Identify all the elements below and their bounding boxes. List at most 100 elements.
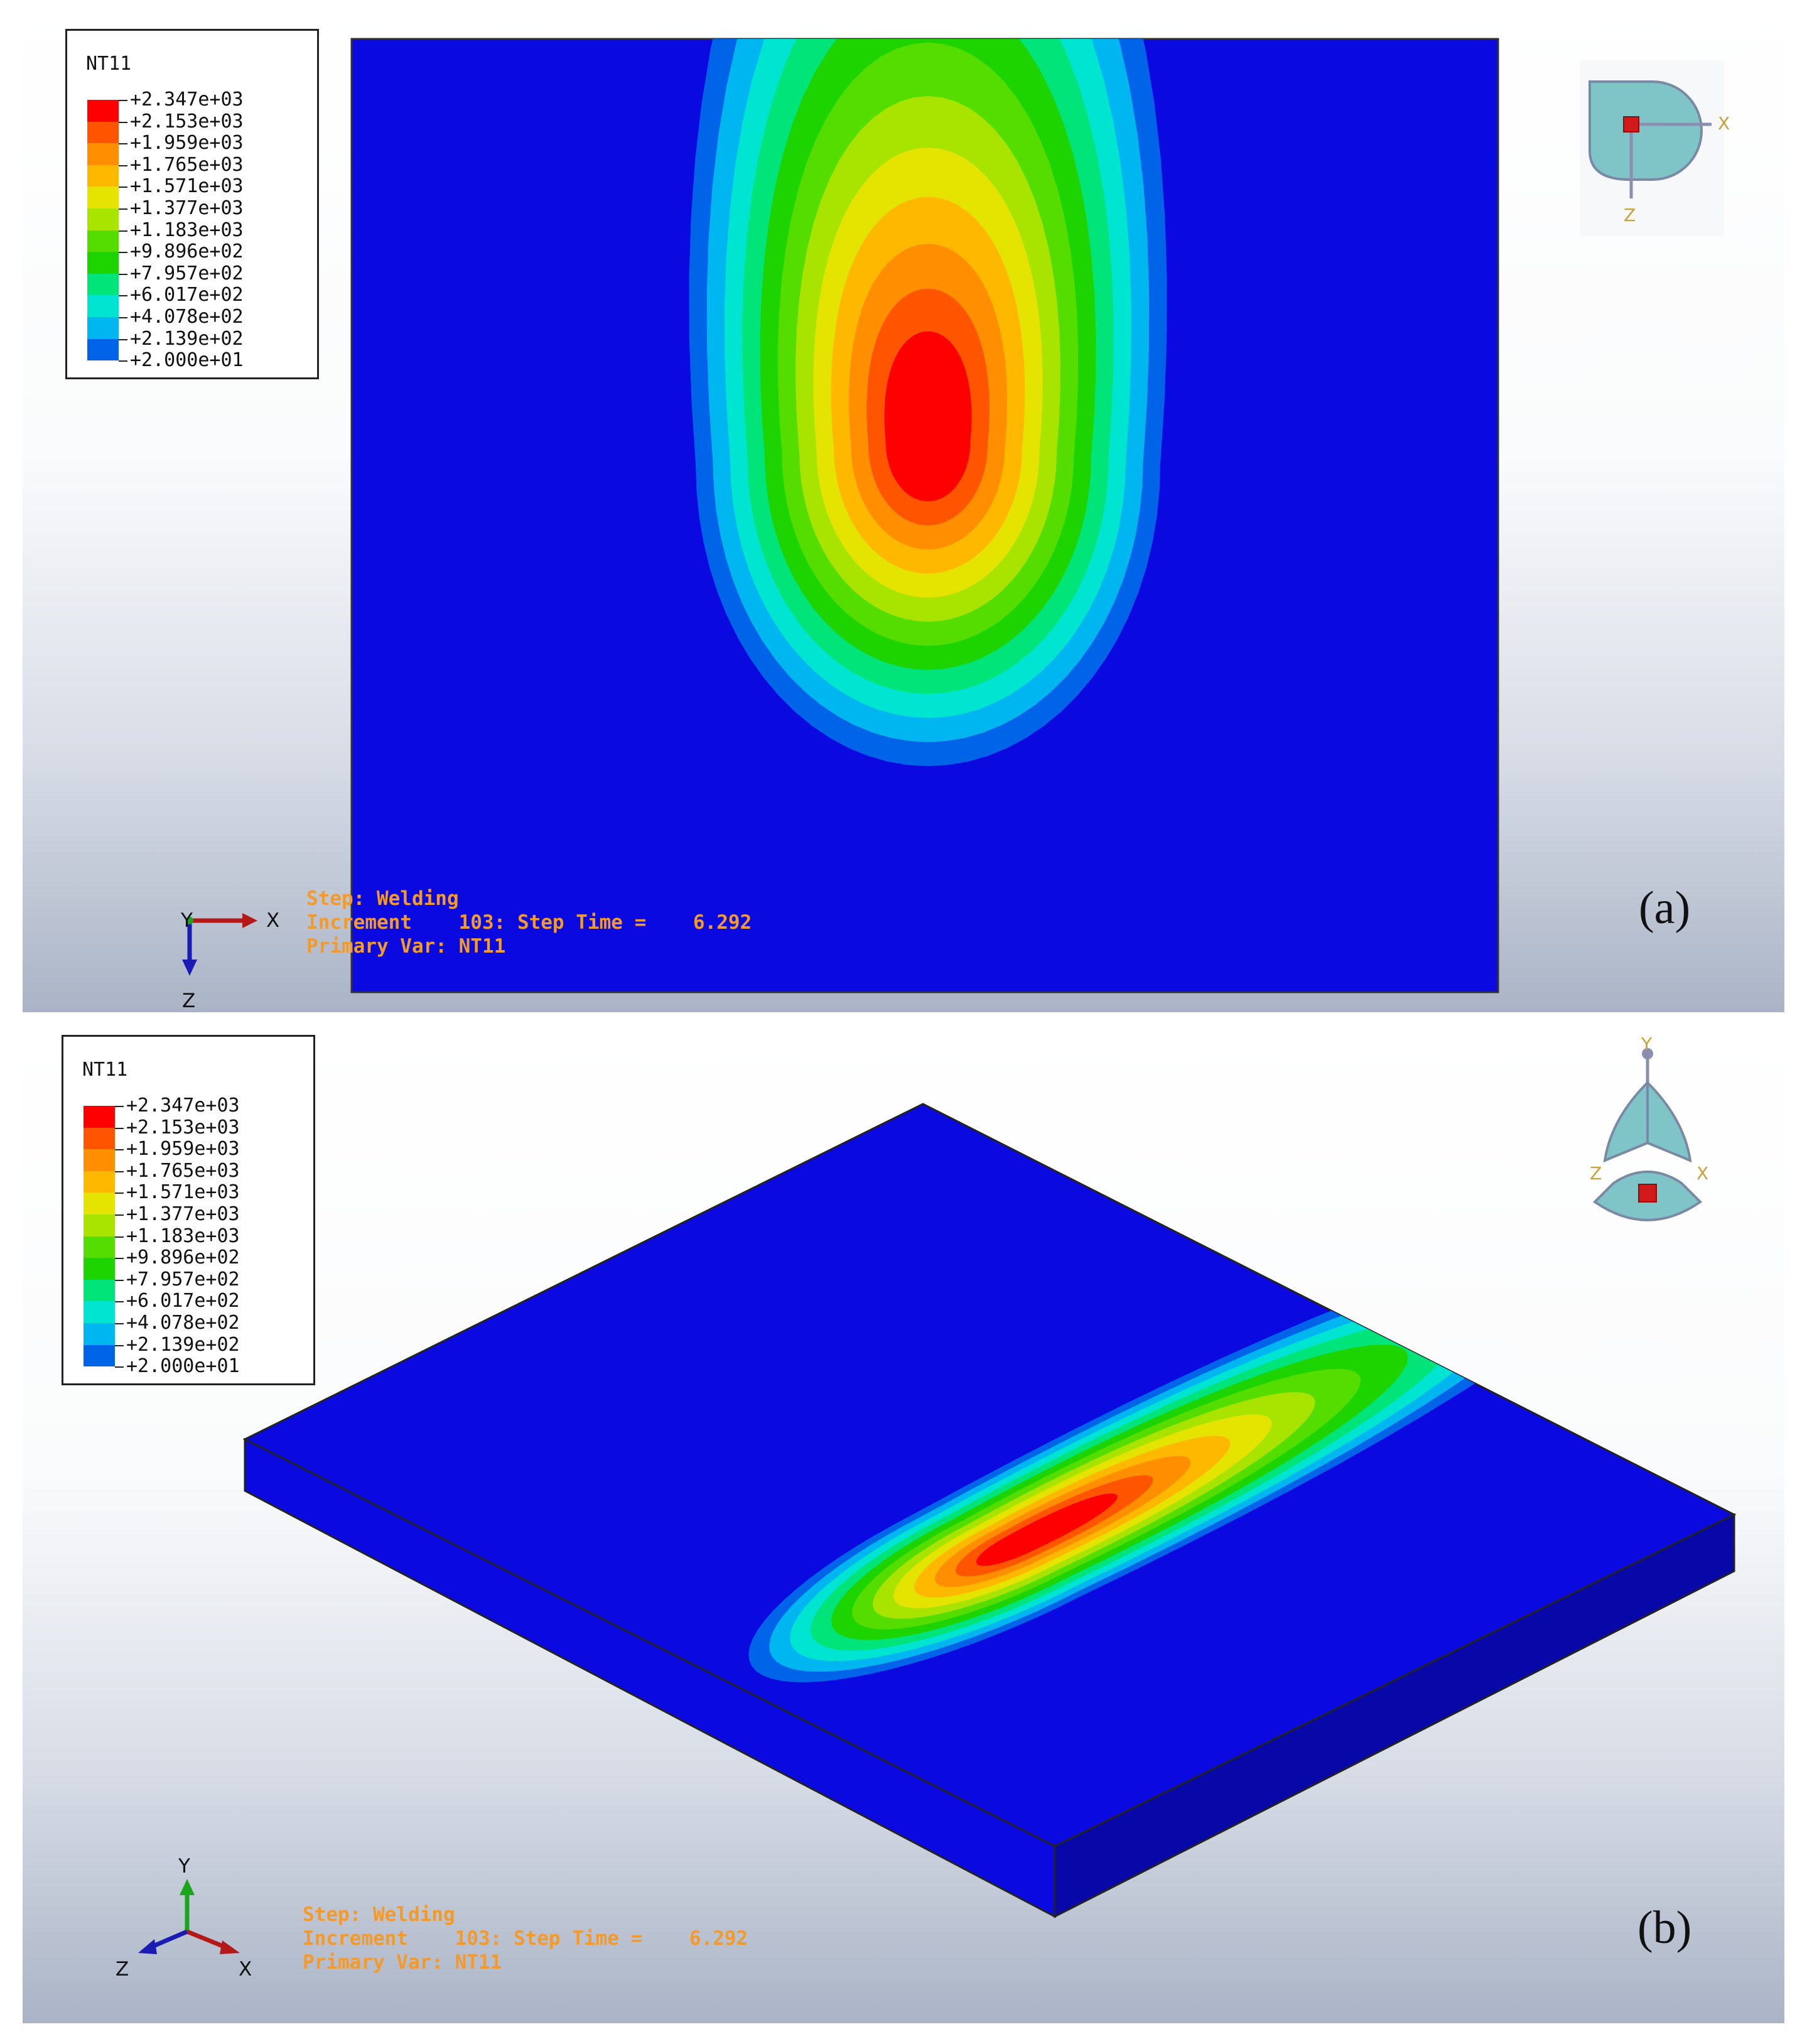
- legend-swatch: [87, 338, 119, 361]
- cube-z-label: Z: [1624, 205, 1636, 225]
- legend-tick: [115, 1258, 124, 1260]
- legend-tick: [119, 252, 127, 254]
- view-cube-icon[interactable]: Y Z X: [1590, 1034, 1708, 1221]
- legend-value: +7.957e+02: [130, 262, 244, 284]
- legend-value: +4.078e+02: [126, 1311, 240, 1334]
- legend-value: +1.183e+03: [130, 219, 244, 241]
- triad-y-label: Y: [178, 1855, 190, 1878]
- legend-value: +2.347e+03: [126, 1095, 240, 1117]
- cube-x-label: X: [1718, 113, 1730, 134]
- legend-tick: [115, 1301, 124, 1303]
- viewport-top-view[interactable]: X Z Y X Z NT11 +2.347e+03 +2.153e+03 +1.95…: [23, 0, 1784, 1012]
- legend-value: +1.571e+03: [130, 175, 244, 198]
- legend-value: +6.017e+02: [126, 1290, 240, 1312]
- legend-swatch: [87, 100, 119, 122]
- legend-value: +2.153e+03: [130, 110, 244, 132]
- legend-value: +9.896e+02: [126, 1246, 240, 1269]
- legend-value: +1.765e+03: [130, 153, 244, 176]
- legend-tick: [115, 1127, 124, 1129]
- cube-x-label: X: [1696, 1163, 1708, 1184]
- legend-swatch: [84, 1192, 115, 1214]
- legend-title: NT11: [82, 1059, 128, 1081]
- legend-tick: [119, 121, 127, 123]
- legend-value: +1.377e+03: [130, 197, 244, 219]
- legend-value: +2.000e+01: [126, 1355, 240, 1378]
- legend-tick: [119, 316, 127, 318]
- panel-label-a: (a): [1639, 882, 1691, 934]
- legend-swatch: [87, 316, 119, 339]
- status-increment: Increment 103: Step Time = 6.292: [306, 911, 752, 934]
- legend-tick: [119, 187, 127, 188]
- legend-swatch: [84, 1127, 115, 1150]
- status-info: Step: Welding Increment 103: Step Time =…: [303, 1903, 748, 1974]
- contour-legend: NT11 +2.347e+03 +2.153e+03 +1.959e+03 +1.76…: [65, 29, 319, 379]
- triad-z-label: Z: [182, 990, 195, 1012]
- legend-tick: [115, 1322, 124, 1324]
- status-step: Step: Welding: [303, 1903, 455, 1926]
- legend-value: +9.896e+02: [130, 241, 244, 263]
- status-increment: Increment 103: Step Time = 6.292: [303, 1927, 748, 1950]
- status-step: Step: Welding: [306, 887, 459, 910]
- triad-y-label: Y: [180, 909, 193, 932]
- contour-band: [884, 331, 972, 502]
- legend-swatch: [87, 273, 119, 296]
- legend-tick: [119, 230, 127, 232]
- legend-tick: [115, 1149, 124, 1151]
- legend-value: +1.959e+03: [130, 132, 244, 154]
- legend-swatch: [84, 1149, 115, 1171]
- legend-value: +4.078e+02: [130, 305, 244, 328]
- temperature-contours: [748, 1237, 1618, 1682]
- legend-tick: [119, 273, 127, 275]
- legend-swatch: [84, 1171, 115, 1193]
- triad-x-label: X: [239, 1958, 252, 1981]
- contour-plot-iso: Y Z X Y X Z: [116, 1034, 1737, 1981]
- legend-tick: [119, 143, 127, 145]
- legend-tick: [115, 1344, 124, 1346]
- legend-tick: [119, 100, 127, 101]
- temperature-contours: [689, 39, 1167, 766]
- legend-tick: [115, 1171, 124, 1172]
- legend-value: +1.571e+03: [126, 1181, 240, 1204]
- axis-triad-icon: Y X Z: [116, 1855, 252, 1981]
- legend-value: +2.347e+03: [130, 89, 244, 111]
- legend-swatch: [87, 230, 119, 252]
- legend-swatch: [87, 165, 119, 187]
- viewport-iso-view[interactable]: Y Z X Y X Z NT11 +2.347e+03 +2.153e+03 +1.…: [23, 1025, 1784, 2023]
- cube-z-label: Z: [1590, 1163, 1602, 1184]
- contour-band: [976, 1493, 1118, 1566]
- legend-swatch: [84, 1106, 115, 1128]
- legend-swatch: [84, 1236, 115, 1258]
- legend-swatch: [84, 1344, 115, 1367]
- legend-value: +2.153e+03: [126, 1116, 240, 1138]
- legend-swatch: [84, 1322, 115, 1345]
- legend-title: NT11: [86, 53, 132, 75]
- contour-plot-top: X Z Y X Z: [180, 38, 1730, 1012]
- legend-value: +1.959e+03: [126, 1138, 240, 1160]
- legend-value: +1.183e+03: [126, 1225, 240, 1247]
- legend-tick: [115, 1106, 124, 1107]
- legend-swatch: [84, 1258, 115, 1280]
- legend-swatch: [87, 208, 119, 230]
- legend-tick: [119, 208, 127, 210]
- legend-value: +2.139e+02: [126, 1333, 240, 1356]
- view-cube-icon[interactable]: X Z: [1580, 60, 1730, 236]
- legend-value: +7.957e+02: [126, 1268, 240, 1290]
- axis-triad-icon: Y X Z: [180, 909, 279, 1012]
- legend-swatch: [87, 121, 119, 144]
- legend-value: +1.377e+03: [126, 1203, 240, 1225]
- legend-value: +2.000e+01: [130, 349, 244, 372]
- cube-y-label: Y: [1641, 1034, 1653, 1054]
- status-primary-var: Primary Var: NT11: [303, 1951, 502, 1974]
- legend-swatch: [87, 295, 119, 317]
- status-primary-var: Primary Var: NT11: [306, 935, 506, 958]
- legend-tick: [115, 1366, 124, 1368]
- legend-value: +6.017e+02: [130, 284, 244, 306]
- status-info: Step: Welding Increment 103: Step Time =…: [306, 887, 752, 958]
- legend-value: +1.765e+03: [126, 1159, 240, 1182]
- legend-swatch: [87, 252, 119, 274]
- contour-legend: NT11 +2.347e+03 +2.153e+03 +1.959e+03 +1.76…: [62, 1035, 315, 1385]
- legend-swatch: [84, 1214, 115, 1236]
- legend-tick: [119, 338, 127, 340]
- legend-swatch: [84, 1279, 115, 1302]
- legend-tick: [115, 1192, 124, 1194]
